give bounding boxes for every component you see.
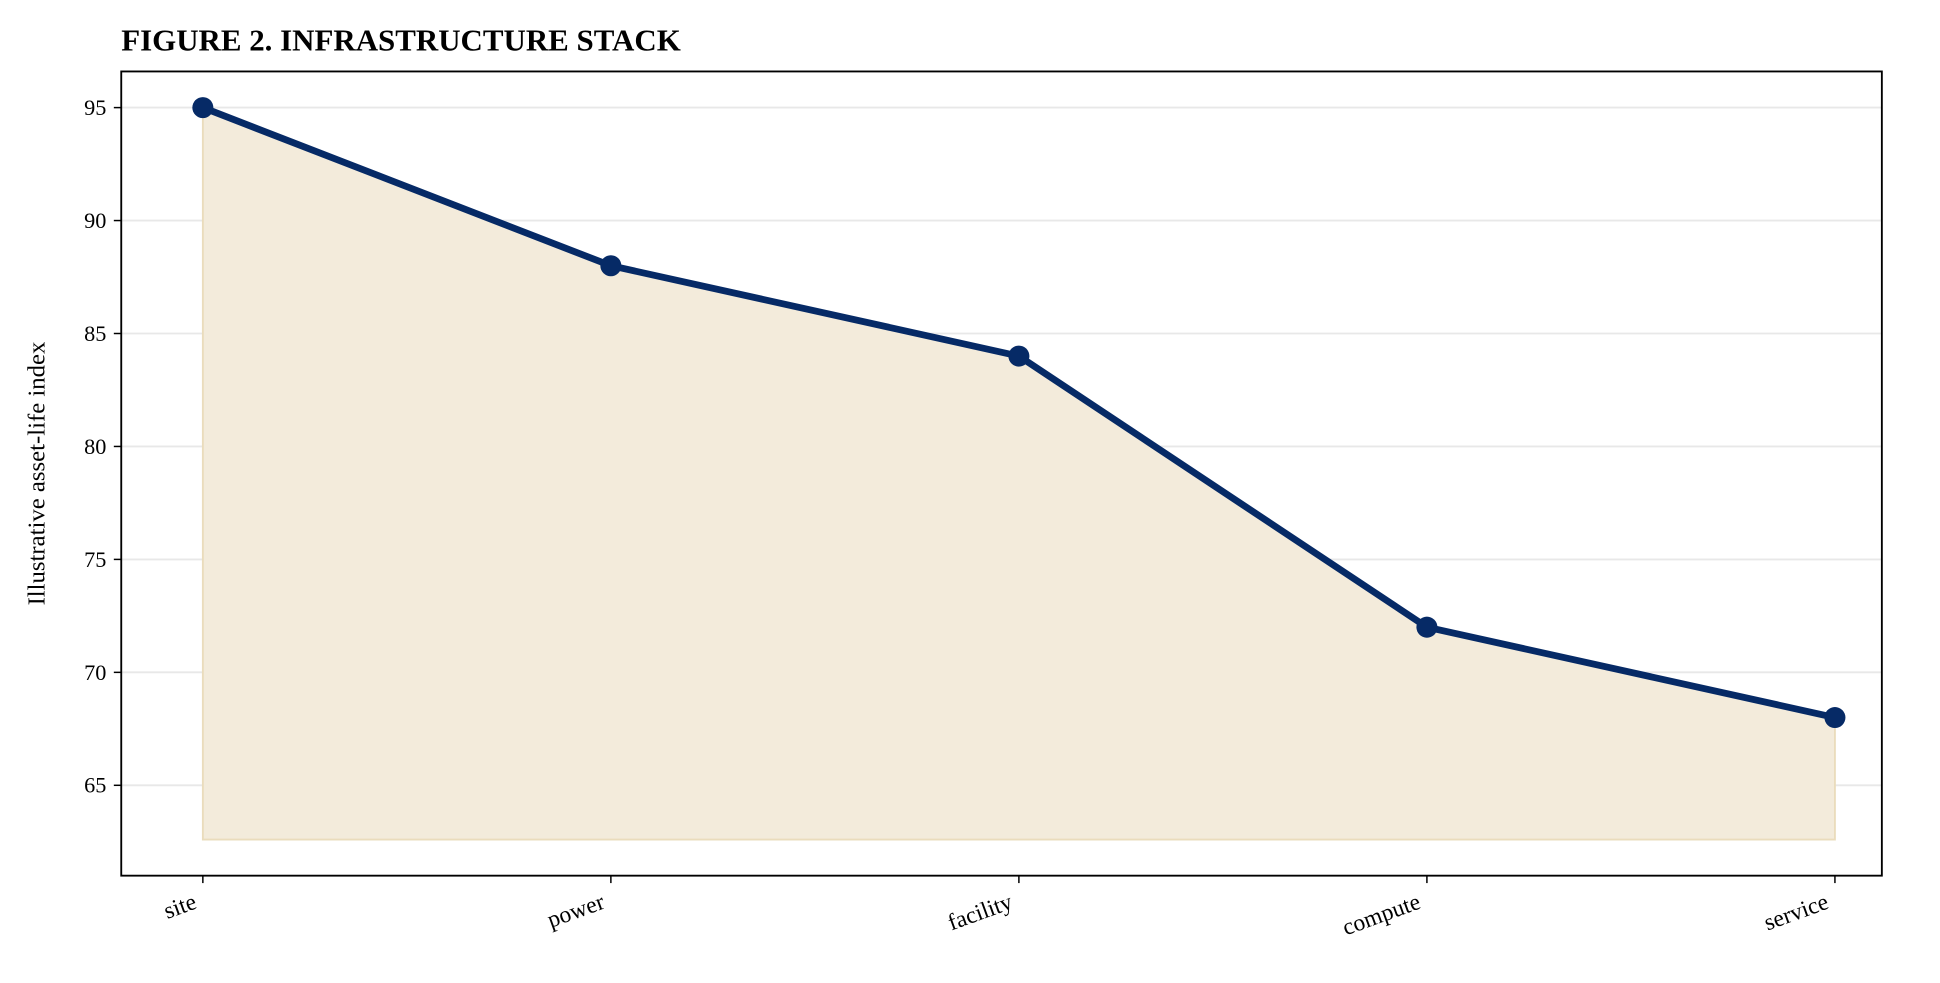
x-tick-label: power xyxy=(544,889,608,934)
plot-frame xyxy=(120,70,1883,877)
area xyxy=(201,106,1836,841)
y-tick-label: 95 xyxy=(84,95,106,120)
marker xyxy=(192,97,214,119)
marker xyxy=(1008,345,1030,367)
y-tick-label: 90 xyxy=(84,208,106,233)
x-tick-label: site xyxy=(160,889,200,925)
chart-title: FIGURE 2. INFRASTRUCTURE STACK xyxy=(121,22,681,57)
x-tick-label: facility xyxy=(945,889,1017,936)
y-tick-label: 80 xyxy=(84,434,106,459)
x-tick-label: service xyxy=(1761,889,1832,936)
x-tick-label: compute xyxy=(1339,889,1424,941)
y-tick-label: 85 xyxy=(84,321,106,346)
y-tick-label: 75 xyxy=(84,547,106,572)
y-axis-label: Illustrative asset-life index xyxy=(24,341,51,605)
marker xyxy=(1416,616,1438,638)
marker xyxy=(1824,707,1846,729)
y-tick-label: 70 xyxy=(84,660,106,685)
y-tick-label: 65 xyxy=(84,773,106,798)
marker xyxy=(600,255,622,277)
